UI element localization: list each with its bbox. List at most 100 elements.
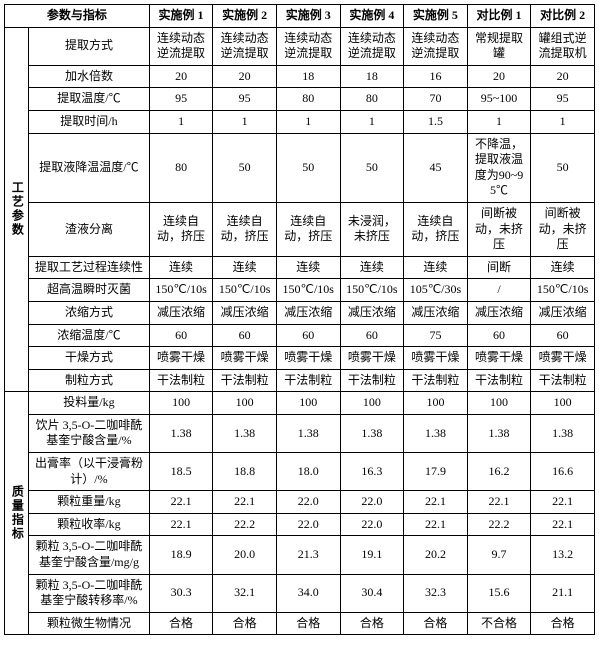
header-col: 实施例 4	[340, 5, 404, 28]
cell: 1	[149, 110, 213, 133]
cell: 减压浓缩	[340, 301, 404, 324]
row-label: 饮片 3,5-O-二咖啡酰基奎宁酸含量/%	[29, 414, 150, 452]
cell: 连续动态逆流提取	[340, 27, 404, 65]
cell: 20	[531, 65, 595, 88]
section-label: 质量指标	[5, 392, 29, 635]
header-col: 对比例 2	[531, 5, 595, 28]
cell: 连续自动，挤压	[404, 202, 468, 256]
cell: 15.6	[467, 574, 531, 612]
cell: 9.7	[467, 536, 531, 574]
cell: 100	[213, 392, 277, 415]
cell: 18.8	[213, 453, 277, 491]
cell: 95~100	[467, 88, 531, 111]
cell: 20	[213, 65, 277, 88]
cell: 间断	[467, 256, 531, 279]
cell: 不合格	[467, 612, 531, 635]
table-row: 颗粒 3,5-O-二咖啡酰基奎宁酸含量/mg/g18.920.021.319.1…	[5, 536, 595, 574]
cell: 减压浓缩	[213, 301, 277, 324]
cell: 22.1	[404, 491, 468, 514]
cell: 减压浓缩	[531, 301, 595, 324]
cell: 50	[340, 133, 404, 202]
cell: 1.38	[213, 414, 277, 452]
cell: 18	[276, 65, 340, 88]
cell: 150℃/10s	[340, 279, 404, 302]
cell: 连续动态逆流提取	[404, 27, 468, 65]
cell: 17.9	[404, 453, 468, 491]
table-row: 提取液降温温度/℃8050505045不降温，提取液温度为90~95℃50	[5, 133, 595, 202]
table-row: 制粒方式干法制粒干法制粒干法制粒干法制粒干法制粒干法制粒干法制粒	[5, 369, 595, 392]
row-label: 颗粒微生物情况	[29, 612, 150, 635]
cell: 16.2	[467, 453, 531, 491]
cell: 18.5	[149, 453, 213, 491]
header-col: 对比例 1	[467, 5, 531, 28]
cell: 连续动态逆流提取	[276, 27, 340, 65]
table-row: 工艺参数提取方式连续动态逆流提取连续动态逆流提取连续动态逆流提取连续动态逆流提取…	[5, 27, 595, 65]
cell: 150℃/10s	[213, 279, 277, 302]
cell: 22.1	[149, 491, 213, 514]
row-label: 颗粒重量/kg	[29, 491, 150, 514]
cell: 连续动态逆流提取	[213, 27, 277, 65]
header-col: 实施例 1	[149, 5, 213, 28]
header-row: 参数与指标 实施例 1 实施例 2 实施例 3 实施例 4 实施例 5 对比例 …	[5, 5, 595, 28]
cell: 常规提取罐	[467, 27, 531, 65]
cell: 22.0	[276, 513, 340, 536]
cell: 喷雾干燥	[467, 347, 531, 370]
cell: 1.38	[467, 414, 531, 452]
cell: 95	[213, 88, 277, 111]
cell: 22.0	[340, 513, 404, 536]
cell: 30.4	[340, 574, 404, 612]
cell: 80	[149, 133, 213, 202]
header-param: 参数与指标	[5, 5, 150, 28]
cell: 60	[467, 324, 531, 347]
cell: 20.0	[213, 536, 277, 574]
row-label: 超高温瞬时灭菌	[29, 279, 150, 302]
cell: 干法制粒	[404, 369, 468, 392]
cell: 32.1	[213, 574, 277, 612]
cell: 21.1	[531, 574, 595, 612]
cell: 100	[531, 392, 595, 415]
cell: 1	[276, 110, 340, 133]
cell: 连续动态逆流提取	[149, 27, 213, 65]
cell: 合格	[531, 612, 595, 635]
cell: 连续	[149, 256, 213, 279]
cell: 100	[276, 392, 340, 415]
table-row: 提取工艺过程连续性连续连续连续连续连续间断连续	[5, 256, 595, 279]
cell: 罐组式逆流提取机	[531, 27, 595, 65]
cell: 34.0	[276, 574, 340, 612]
table-row: 提取时间/h11111.511	[5, 110, 595, 133]
cell: 22.2	[467, 513, 531, 536]
cell: 50	[276, 133, 340, 202]
cell: 减压浓缩	[467, 301, 531, 324]
cell: 间断被动，未挤压	[467, 202, 531, 256]
cell: 16	[404, 65, 468, 88]
cell: 减压浓缩	[276, 301, 340, 324]
cell: 20	[467, 65, 531, 88]
table-row: 颗粒重量/kg22.122.122.022.022.122.122.1	[5, 491, 595, 514]
row-label: 颗粒收率/kg	[29, 513, 150, 536]
row-label: 提取时间/h	[29, 110, 150, 133]
cell: 150℃/10s	[531, 279, 595, 302]
cell: 20.2	[404, 536, 468, 574]
cell: 连续	[404, 256, 468, 279]
row-label: 颗粒 3,5-O-二咖啡酰基奎宁酸含量/mg/g	[29, 536, 150, 574]
cell: 100	[149, 392, 213, 415]
cell: 22.0	[340, 491, 404, 514]
cell: 22.0	[276, 491, 340, 514]
cell: 18.9	[149, 536, 213, 574]
cell: 50	[531, 133, 595, 202]
cell: 20	[149, 65, 213, 88]
cell: 60	[149, 324, 213, 347]
header-col: 实施例 3	[276, 5, 340, 28]
cell: 合格	[149, 612, 213, 635]
row-label: 加水倍数	[29, 65, 150, 88]
cell: 30.3	[149, 574, 213, 612]
cell: 1.38	[404, 414, 468, 452]
cell: 100	[467, 392, 531, 415]
table-row: 颗粒 3,5-O-二咖啡酰基奎宁酸转移率/%30.332.134.030.432…	[5, 574, 595, 612]
cell: 22.2	[213, 513, 277, 536]
row-label: 提取方式	[29, 27, 150, 65]
cell: 18.0	[276, 453, 340, 491]
cell: 喷雾干燥	[531, 347, 595, 370]
cell: 1.38	[340, 414, 404, 452]
cell: 19.1	[340, 536, 404, 574]
